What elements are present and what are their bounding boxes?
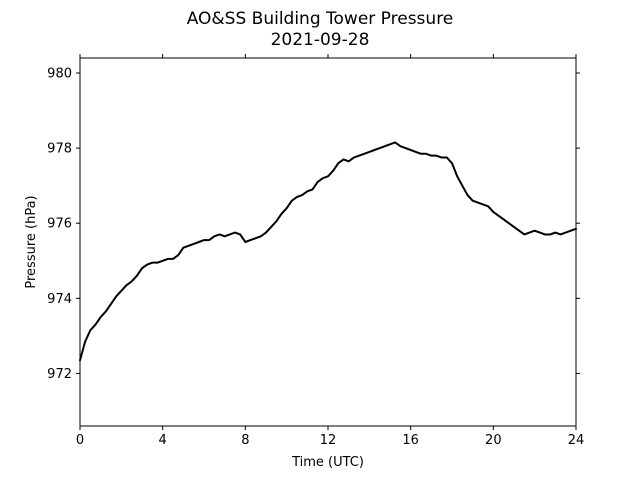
x-axis-label: Time (UTC) <box>291 455 364 470</box>
x-tick-label: 16 <box>402 433 419 448</box>
x-tick-label: 24 <box>568 433 585 448</box>
y-tick-label: 974 <box>47 292 72 307</box>
chart-subtitle: 2021-09-28 <box>271 30 370 50</box>
y-tick-label: 980 <box>47 67 72 82</box>
ticks-layer: 0 4 8 12 16 20 24 972 974 976 978 980 <box>47 54 584 448</box>
y-axis-label: Pressure (hPa) <box>24 195 39 288</box>
x-tick-label: 4 <box>159 433 167 448</box>
y-tick-label: 978 <box>47 142 72 157</box>
x-tick-label: 12 <box>320 433 337 448</box>
x-tick-label: 20 <box>485 433 502 448</box>
chart-title: AO&SS Building Tower Pressure <box>187 9 454 29</box>
x-tick-label: 0 <box>76 433 84 448</box>
x-tick-label: 8 <box>241 433 249 448</box>
pressure-series-line <box>79 141 577 362</box>
y-tick-label: 976 <box>47 217 72 232</box>
plot-area-frame <box>79 57 577 427</box>
y-tick-label: 972 <box>47 367 72 382</box>
series-layer <box>79 141 577 362</box>
